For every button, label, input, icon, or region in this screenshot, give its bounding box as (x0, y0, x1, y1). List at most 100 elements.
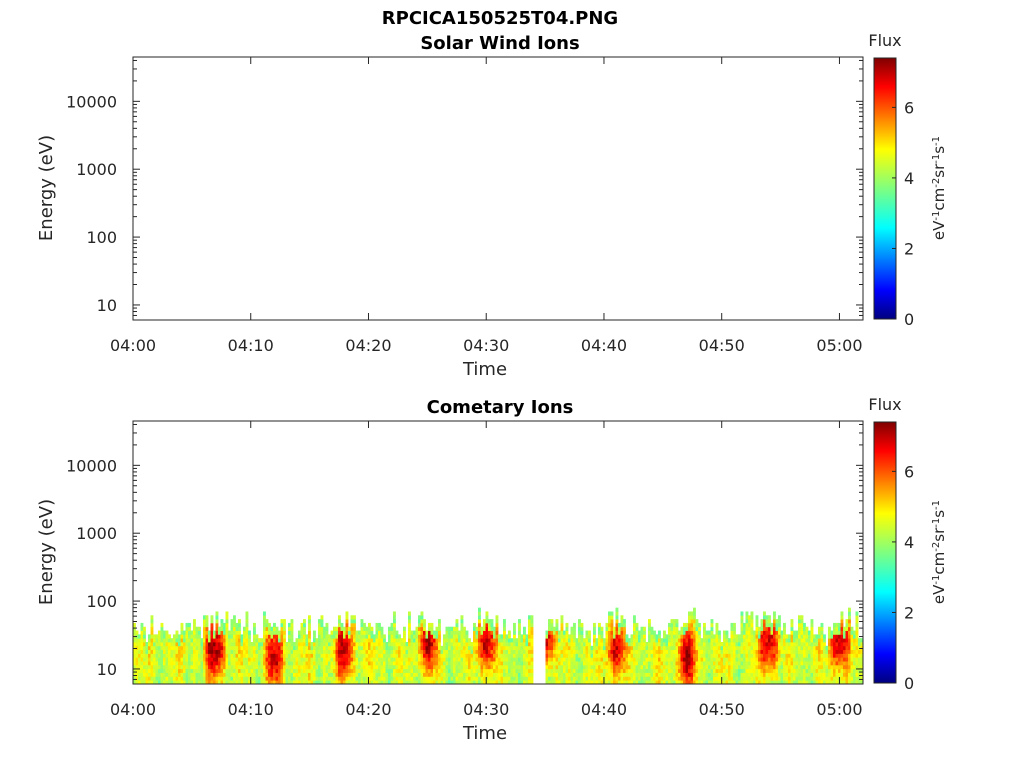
flux-cell (740, 626, 744, 631)
flux-cell (580, 626, 584, 631)
flux-cell (323, 626, 326, 631)
flux-cell (220, 653, 224, 658)
flux-cell (795, 642, 799, 647)
flux-cell (180, 653, 184, 658)
flux-cell (765, 642, 769, 647)
flux-cell (795, 672, 799, 677)
flux-cell (493, 649, 496, 654)
flux-cell (230, 661, 234, 666)
flux-cell (153, 676, 156, 681)
flux-cell (220, 680, 224, 684)
flux-cell (643, 653, 646, 658)
flux-cell (775, 649, 779, 654)
flux-cell (413, 676, 416, 681)
flux-cell (465, 642, 469, 647)
flux-cell (443, 680, 446, 684)
flux-cell (758, 672, 761, 677)
flux-cell (590, 649, 594, 654)
flux-cell (783, 634, 786, 639)
flux-cell (373, 645, 376, 651)
flux-cell (563, 657, 566, 662)
flux-cell (210, 668, 214, 673)
flux-cell (835, 638, 839, 643)
flux-cell (398, 649, 401, 654)
flux-cell (610, 611, 614, 616)
flux-cell (845, 680, 849, 684)
flux-cell (830, 642, 834, 647)
flux-cell (188, 630, 191, 635)
flux-cell (805, 672, 809, 677)
flux-cell (588, 638, 591, 643)
flux-cell (613, 680, 616, 684)
flux-cell (693, 657, 696, 662)
flux-cell (608, 638, 611, 643)
flux-cell (313, 653, 316, 658)
flux-cell (653, 661, 656, 666)
flux-cell (828, 668, 831, 673)
flux-cell (210, 638, 214, 643)
flux-cell (493, 630, 496, 635)
flux-cell (455, 661, 459, 666)
flux-cell (263, 664, 266, 670)
flux-cell (778, 668, 781, 673)
flux-cell (200, 668, 204, 673)
flux-cell (618, 642, 621, 647)
flux-cell (285, 668, 289, 673)
flux-cell (340, 622, 344, 628)
flux-cell (585, 657, 589, 662)
flux-cell (353, 626, 356, 631)
flux-cell (560, 634, 564, 639)
flux-cell (148, 645, 151, 651)
flux-cell (140, 645, 144, 651)
flux-cell (765, 668, 769, 673)
flux-cell (505, 642, 509, 647)
flux-cell (360, 619, 364, 624)
flux-cell (848, 642, 851, 647)
flux-cell (815, 664, 819, 670)
flux-cell (140, 661, 144, 666)
flux-cell (435, 668, 439, 673)
flux-cell (600, 634, 604, 639)
flux-cell (635, 630, 639, 635)
flux-cell (470, 672, 474, 677)
flux-cell (258, 676, 261, 681)
flux-cell (610, 619, 614, 624)
flux-cell (850, 664, 854, 670)
flux-cell (558, 664, 561, 670)
flux-cell (188, 634, 191, 639)
flux-cell (175, 676, 179, 681)
flux-cell (675, 619, 679, 624)
flux-cell (335, 657, 339, 662)
flux-cell (570, 653, 574, 658)
flux-cell (760, 649, 764, 654)
flux-cell (670, 619, 674, 624)
flux-cell (658, 657, 661, 662)
flux-cell (355, 672, 359, 677)
flux-cell (225, 645, 229, 651)
flux-cell (455, 619, 459, 624)
flux-cell (290, 619, 294, 624)
flux-cell (468, 645, 471, 651)
flux-cell (260, 676, 264, 681)
flux-cell (605, 630, 609, 635)
flux-cell (763, 611, 766, 616)
flux-cell (783, 668, 786, 673)
flux-cell (155, 638, 159, 643)
flux-cell (133, 664, 136, 670)
flux-cell (523, 661, 526, 666)
flux-cell (580, 664, 584, 670)
flux-cell (368, 680, 371, 684)
flux-cell (463, 642, 466, 647)
flux-cell (800, 668, 804, 673)
flux-cell (735, 657, 739, 662)
flux-cell (673, 676, 676, 681)
flux-cell (453, 645, 456, 651)
flux-cell (783, 653, 786, 658)
flux-cell (648, 664, 651, 670)
flux-cell (785, 638, 789, 643)
flux-cell (693, 611, 696, 616)
flux-cell (313, 634, 316, 639)
flux-cell (650, 634, 654, 639)
flux-cell (513, 642, 516, 647)
flux-cell (853, 642, 856, 647)
